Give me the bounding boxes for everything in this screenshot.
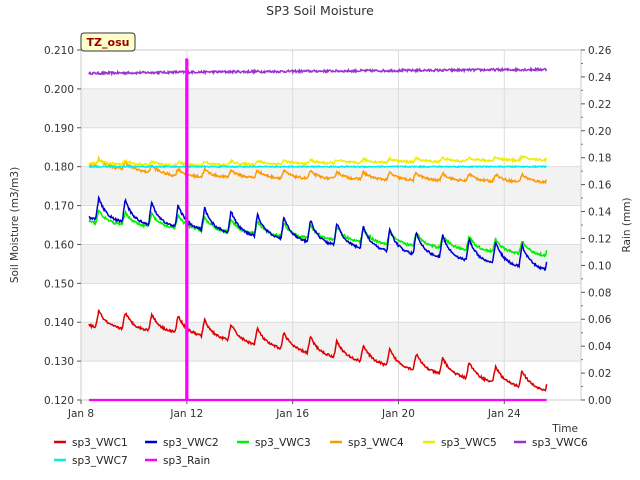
site-badge-box xyxy=(80,32,136,52)
y2-tick-label: 0.12 xyxy=(588,233,611,245)
legend-label-sp3-rain: sp3_Rain xyxy=(163,455,210,467)
y2-tick-label: 0.18 xyxy=(588,153,611,165)
y-tick-label: 0.210 xyxy=(44,45,74,57)
site-badge: TZ_osu xyxy=(80,32,136,52)
y2-tick-label: 0.10 xyxy=(588,260,611,272)
site-badge-text: TZ_osu xyxy=(87,36,130,49)
series-sp3-rain xyxy=(88,58,547,402)
chart-title: SP3 Soil Moisture xyxy=(266,3,374,18)
series-sp3-vwc1 xyxy=(88,309,548,392)
grid-band xyxy=(81,88,581,128)
legend-label-sp3-vwc5: sp3_VWC5 xyxy=(441,437,497,449)
y-tick-label: 0.170 xyxy=(44,201,74,213)
y-axis-ticks: 0.120 0.130 0.140 0.150 0.160 0.170 0.180 0.190… xyxy=(44,45,81,407)
x-axis-label: Time xyxy=(551,423,578,435)
y2-tick-label: 0.04 xyxy=(588,341,612,353)
y2-tick-label: 0.08 xyxy=(588,287,611,299)
y-tick-label: 0.160 xyxy=(44,239,74,251)
legend-label-sp3-vwc4: sp3_VWC4 xyxy=(348,437,404,449)
y2-tick-label: 0.22 xyxy=(588,99,611,111)
y2-tick-label: 0.14 xyxy=(588,207,612,219)
y2-tick-label: 0.02 xyxy=(588,368,611,380)
y-tick-label: 0.120 xyxy=(44,395,74,407)
grid-band xyxy=(81,166,581,206)
y-tick-label: 0.150 xyxy=(44,278,74,290)
y2-tick-label: 0.24 xyxy=(588,72,612,84)
grid-bands xyxy=(81,88,581,362)
y-tick-label: 0.140 xyxy=(44,317,74,329)
legend-label-sp3-vwc7: sp3_VWC7 xyxy=(72,455,128,467)
legend-label-sp3-vwc1: sp3_VWC1 xyxy=(72,437,128,449)
y2-axis-ticks: 0.00 0.02 0.04 0.06 0.08 0.10 0.12 0.14 0.16 0.18… xyxy=(581,45,612,407)
series-sp3-vwc5 xyxy=(88,154,548,169)
y2-axis-label: Rain (mm) xyxy=(621,197,633,252)
legend: sp3_VWC1 sp3_VWC2 sp3_VWC3 sp3_VWC4 sp3_VWC5… xyxy=(54,437,588,467)
series-layer xyxy=(88,58,548,402)
legend-label-sp3-vwc6: sp3_VWC6 xyxy=(532,437,588,449)
y-tick-label: 0.190 xyxy=(44,123,74,135)
grid-band xyxy=(81,244,581,284)
y2-tick-label: 0.00 xyxy=(588,395,611,407)
series-sp3-vwc4 xyxy=(88,155,547,185)
y2-tick-label: 0.20 xyxy=(588,126,611,138)
y2-tick-label: 0.16 xyxy=(588,180,612,192)
x-tick-label: Jan 16 xyxy=(275,408,309,420)
x-tick-label: Jan 12 xyxy=(169,408,203,420)
legend-label-sp3-vwc3: sp3_VWC3 xyxy=(255,437,311,449)
x-tick-label: Jan 8 xyxy=(67,408,94,420)
y-tick-label: 0.180 xyxy=(44,162,74,174)
x-axis-ticks: Jan 8 Jan 12 Jan 16 Jan 20 Jan 24 xyxy=(67,400,521,420)
x-tick-label: Jan 20 xyxy=(381,408,415,420)
series-sp3-vwc6 xyxy=(88,66,548,77)
series-sp3-vwc7 xyxy=(88,164,548,169)
legend-label-sp3-vwc2: sp3_VWC2 xyxy=(163,437,219,449)
y2-tick-label: 0.06 xyxy=(588,314,612,326)
y-tick-label: 0.130 xyxy=(44,356,74,368)
y2-tick-label: 0.26 xyxy=(588,45,612,57)
y-axis-label: Soil Moisture (m3/m3) xyxy=(9,167,21,283)
x-tick-label: Jan 24 xyxy=(487,408,521,420)
series-sp3-vwc2 xyxy=(88,194,548,271)
y-tick-label: 0.200 xyxy=(44,84,74,96)
